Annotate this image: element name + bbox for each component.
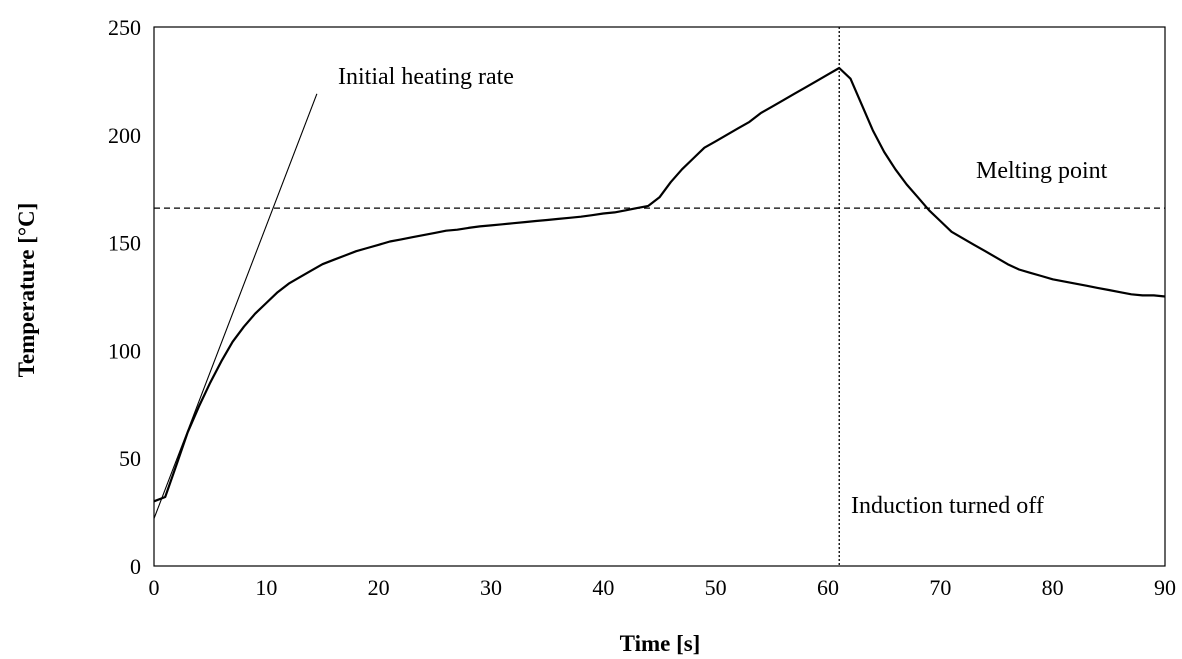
y-tick-label: 0	[130, 554, 141, 579]
y-tick-label: 100	[108, 338, 141, 363]
annotation-heating-rate: Initial heating rate	[338, 64, 514, 90]
y-tick-label: 150	[108, 231, 141, 256]
x-tick-label: 20	[368, 575, 390, 600]
x-tick-label: 90	[1154, 575, 1176, 600]
x-tick-label: 80	[1042, 575, 1064, 600]
annotation-melting-point: Melting point	[976, 158, 1108, 184]
x-tick-label: 10	[255, 575, 277, 600]
reference-lines	[153, 27, 1165, 566]
x-tick-label: 30	[480, 575, 502, 600]
x-tick-label: 50	[705, 575, 727, 600]
heating-rate-line	[153, 93, 318, 519]
temperature-series-line	[153, 66, 1166, 503]
annotation-induction-off: Induction turned off	[851, 493, 1044, 519]
tick-labels: 0 10 20 30 40 50 60 70 80 90 0 50 100 150 200 250	[108, 15, 1176, 600]
axes	[153, 26, 1166, 567]
y-tick-label: 50	[119, 446, 141, 471]
x-axis-title: Time [s]	[620, 631, 701, 656]
x-tick-label: 70	[929, 575, 951, 600]
y-tick-label: 200	[108, 123, 141, 148]
y-tick-label: 250	[108, 15, 141, 40]
x-tick-label: 60	[817, 575, 839, 600]
x-tick-label: 0	[149, 575, 160, 600]
x-tick-label: 40	[592, 575, 614, 600]
series-layer	[153, 66, 1166, 503]
plot-frame	[153, 26, 1166, 567]
y-axis-title: Temperature [°C]	[14, 203, 39, 378]
